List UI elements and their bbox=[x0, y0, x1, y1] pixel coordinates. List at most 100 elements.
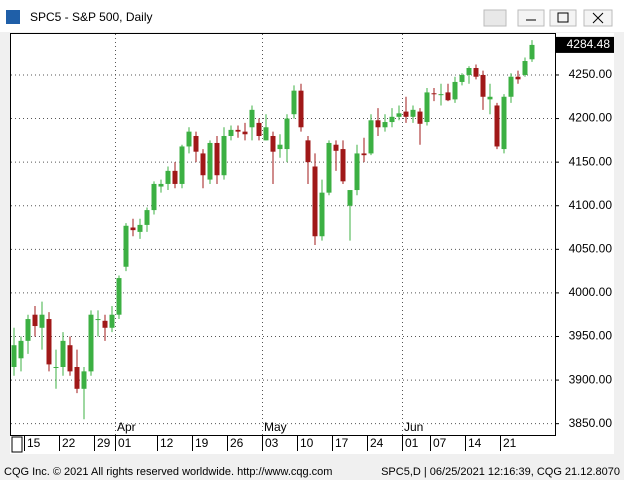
candle-body bbox=[382, 122, 388, 128]
candle-body bbox=[123, 225, 129, 267]
y-tick-label: 3900.00 bbox=[569, 372, 613, 386]
candle-body bbox=[102, 320, 108, 328]
x-tick-label: 12 bbox=[160, 436, 174, 450]
candle-body bbox=[109, 314, 115, 328]
x-tick-label: 10 bbox=[300, 436, 314, 450]
candle-body bbox=[18, 340, 24, 359]
candle-body bbox=[137, 224, 143, 232]
month-label: Jun bbox=[404, 420, 423, 434]
candle-body bbox=[410, 109, 416, 117]
candle-body bbox=[361, 153, 367, 156]
candle-body bbox=[375, 120, 381, 128]
y-tick-label: 4150.00 bbox=[569, 154, 613, 168]
footer-right: SPC5,D | 06/25/2021 12:16:39, CQG 21.12.… bbox=[381, 466, 620, 478]
candle-body bbox=[11, 345, 17, 368]
candle-body bbox=[473, 67, 479, 77]
x-tick-label: 03 bbox=[265, 436, 279, 450]
candle-body bbox=[459, 74, 465, 82]
candle-body bbox=[515, 76, 521, 80]
candle-body bbox=[368, 120, 374, 154]
candle-body bbox=[207, 142, 213, 180]
app-icon bbox=[6, 10, 20, 24]
x-tick-label: 01 bbox=[405, 436, 419, 450]
candle-body bbox=[403, 111, 409, 117]
candle-body bbox=[270, 135, 276, 152]
candle-body bbox=[88, 314, 94, 372]
x-tick-label: 24 bbox=[370, 436, 384, 450]
candle-body bbox=[228, 129, 234, 136]
candle-body bbox=[396, 113, 402, 117]
candle-body bbox=[81, 371, 87, 389]
scroll-marker[interactable] bbox=[11, 436, 23, 453]
close-glyph bbox=[592, 12, 604, 24]
y-tick-label: 3950.00 bbox=[569, 329, 613, 343]
y-tick-label: 4200.00 bbox=[569, 111, 613, 125]
candle-body bbox=[256, 122, 262, 136]
candle-body bbox=[298, 90, 304, 128]
x-tick-label: 21 bbox=[503, 436, 517, 450]
y-tick-label: 4100.00 bbox=[569, 198, 613, 212]
candle-body bbox=[60, 340, 66, 368]
candle-body bbox=[172, 170, 178, 184]
candle-body bbox=[186, 131, 192, 147]
x-tick-label: 29 bbox=[97, 436, 111, 450]
plot-border bbox=[10, 33, 556, 436]
x-tick-label: 19 bbox=[195, 436, 209, 450]
window-title: SPC5 - S&P 500, Daily bbox=[30, 10, 153, 24]
x-tick-label: 07 bbox=[433, 436, 447, 450]
y-tick-label: 4250.00 bbox=[569, 67, 613, 81]
candle-body bbox=[452, 81, 458, 100]
y-tick-label: 4000.00 bbox=[569, 285, 613, 299]
footer-left: CQG Inc. © 2021 All rights reserved worl… bbox=[4, 466, 332, 478]
candle-body bbox=[242, 131, 248, 135]
month-label: May bbox=[264, 420, 287, 434]
candle-body bbox=[284, 118, 290, 150]
candle-body bbox=[522, 61, 528, 75]
candle-body bbox=[305, 140, 311, 163]
x-tick-label: 22 bbox=[62, 436, 76, 450]
candle-body bbox=[438, 94, 444, 96]
candle-body bbox=[249, 109, 255, 128]
minimize-button[interactable] bbox=[517, 9, 545, 27]
maximize-button[interactable] bbox=[549, 9, 577, 27]
candle-body bbox=[347, 190, 353, 206]
x-tick-label: 15 bbox=[27, 436, 41, 450]
candle-body bbox=[179, 146, 185, 184]
candle-body bbox=[116, 278, 122, 315]
candle-body bbox=[424, 92, 430, 123]
candle-body bbox=[67, 345, 73, 372]
candle-body bbox=[529, 44, 535, 60]
x-tick-label: 14 bbox=[468, 436, 482, 450]
candle-body bbox=[508, 76, 514, 97]
candle-body bbox=[340, 149, 346, 182]
candle-body bbox=[277, 144, 283, 150]
candle-body bbox=[158, 183, 164, 187]
candle-body bbox=[501, 96, 507, 150]
candle-body bbox=[291, 90, 297, 115]
candle-body bbox=[32, 314, 38, 327]
link-button[interactable] bbox=[483, 9, 507, 27]
maximize-glyph bbox=[557, 12, 569, 23]
candle-body bbox=[333, 144, 339, 151]
candle-body bbox=[417, 111, 423, 124]
last-price-label: 4284.48 bbox=[567, 37, 611, 51]
candle-body bbox=[151, 183, 157, 211]
candle-body bbox=[200, 153, 206, 176]
candle-body bbox=[466, 67, 472, 75]
candle-body bbox=[494, 105, 500, 147]
candle-body bbox=[39, 314, 45, 328]
x-tick-label: 17 bbox=[335, 436, 349, 450]
x-tick-label: 26 bbox=[230, 436, 244, 450]
candle-body bbox=[263, 127, 269, 141]
candle-body bbox=[130, 227, 136, 231]
candle-body bbox=[319, 192, 325, 237]
month-label: Apr bbox=[117, 420, 136, 434]
candle-body bbox=[487, 96, 493, 100]
candle-body bbox=[445, 92, 451, 101]
candle-body bbox=[193, 135, 199, 152]
chart-panel bbox=[10, 33, 614, 454]
candle-body bbox=[25, 319, 31, 341]
candle-body bbox=[53, 367, 59, 369]
candle-body bbox=[46, 319, 52, 365]
